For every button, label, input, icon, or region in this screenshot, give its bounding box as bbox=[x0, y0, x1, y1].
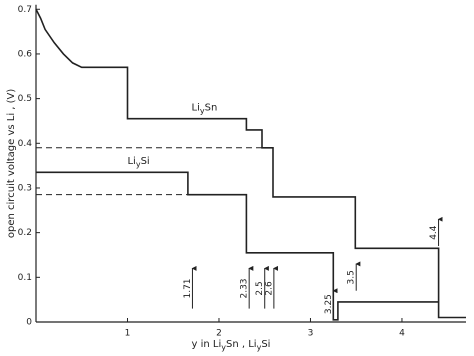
arrow-label: 3.5 bbox=[347, 270, 357, 284]
subscript: y bbox=[221, 343, 226, 352]
label-part: Li bbox=[192, 103, 200, 114]
y-tick-label: 0.3 bbox=[18, 183, 32, 193]
y-tick-label: 0.1 bbox=[18, 273, 32, 283]
y-tick-label: 0.2 bbox=[18, 228, 32, 238]
label-part: Si bbox=[261, 339, 270, 350]
y-tick-label: 0.5 bbox=[18, 94, 32, 104]
y-tick-label: 0.4 bbox=[18, 139, 33, 149]
x-axis-label: y in LiySn , LiySi bbox=[192, 339, 271, 352]
curve-label: LiySn bbox=[192, 103, 218, 116]
label-part: Li bbox=[127, 156, 135, 167]
x-tick-label: 3 bbox=[308, 329, 314, 339]
label-part: y in Li bbox=[192, 339, 222, 350]
x-tick-label: 2 bbox=[216, 329, 222, 339]
arrow-label: 3.25 bbox=[324, 294, 334, 314]
label-part: Sn bbox=[205, 103, 218, 114]
step-curve bbox=[36, 171, 439, 321]
arrow-label: 2.33 bbox=[240, 278, 250, 298]
y-tick-label: 0.7 bbox=[18, 5, 32, 15]
step-curve bbox=[35, 8, 466, 319]
arrow-label: 2.5 bbox=[255, 281, 265, 295]
y-axis-label: open circuit voltage vs Li , (V) bbox=[6, 89, 17, 238]
arrow-label: 4.4 bbox=[429, 225, 439, 240]
arrow-label: 1.71 bbox=[183, 278, 193, 298]
y-tick-label: 0 bbox=[26, 318, 32, 328]
x-tick-label: 4 bbox=[399, 329, 405, 339]
label-part: Sn , Li bbox=[226, 339, 257, 350]
label-part: Si bbox=[141, 156, 150, 167]
x-tick-label: 1 bbox=[125, 329, 131, 339]
subscript: y bbox=[200, 106, 205, 115]
subscript: y bbox=[257, 343, 262, 352]
subscript: y bbox=[136, 160, 141, 169]
y-tick-label: 0.6 bbox=[18, 49, 33, 59]
arrow-label: 2.6 bbox=[264, 281, 274, 296]
curve-label: LiySi bbox=[127, 156, 149, 169]
